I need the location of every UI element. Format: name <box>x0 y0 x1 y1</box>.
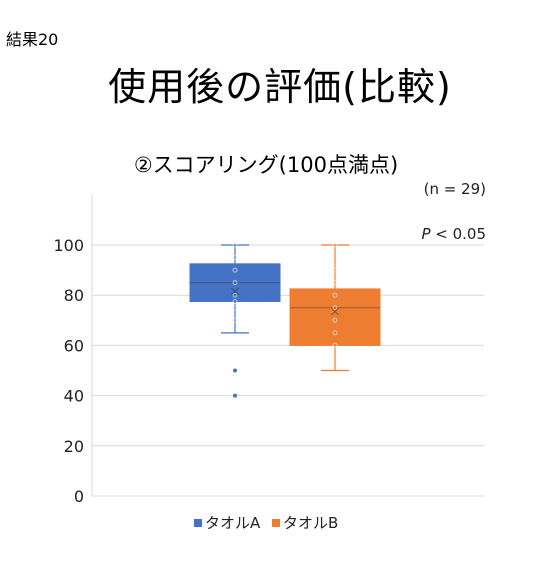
mean-marker-stroke <box>331 307 339 316</box>
y-axis: 0 20 40 60 80 100 <box>53 236 84 506</box>
legend: タオルA タオルB <box>194 514 338 532</box>
y-tick-label: 100 <box>53 236 84 255</box>
data-point <box>332 342 338 348</box>
data-point <box>232 317 238 323</box>
legend-label: タオルA <box>205 514 261 532</box>
data-point <box>332 292 338 298</box>
data-point <box>232 292 238 298</box>
y-tick-label: 20 <box>64 437 84 456</box>
p-value-rest: < 0.05 <box>430 225 486 243</box>
sample-size-annotation: (n = 29) <box>424 180 486 198</box>
chart-title: ②スコアリング(100点満点) <box>134 153 398 177</box>
box-series-2 <box>289 242 381 372</box>
mean-marker <box>331 307 339 316</box>
data-point <box>232 255 238 261</box>
y-tick-label: 40 <box>64 387 84 406</box>
p-value-symbol: P <box>421 225 431 243</box>
data-point <box>332 317 338 323</box>
legend-swatch <box>272 519 280 527</box>
data-point <box>232 280 238 286</box>
data-point <box>232 305 238 311</box>
data-point <box>332 305 338 311</box>
data-point <box>232 267 238 273</box>
y-tick-label: 60 <box>64 336 84 355</box>
p-value-annotation: P < 0.05 <box>421 225 486 243</box>
mean-marker <box>231 287 239 296</box>
box-iqr <box>189 263 281 302</box>
y-tick-label: 0 <box>74 487 84 506</box>
data-point <box>232 242 238 248</box>
box-series-1 <box>189 242 281 398</box>
y-tick-label: 80 <box>64 286 84 305</box>
slide-number-label: 結果20 <box>6 30 59 49</box>
data-point <box>332 242 338 248</box>
outlier-point <box>233 393 237 398</box>
mean-marker-stroke <box>231 287 239 296</box>
data-point <box>332 330 338 336</box>
data-point <box>332 267 338 273</box>
data-point <box>332 280 338 286</box>
legend-label: タオルB <box>283 514 338 532</box>
plot-area <box>189 242 381 398</box>
data-point <box>232 298 238 304</box>
gridlines <box>91 194 484 497</box>
slide-title: 使用後の評価(比較) <box>108 65 452 109</box>
legend-swatch <box>194 519 202 527</box>
box-iqr <box>289 288 381 346</box>
outlier-point <box>233 368 237 373</box>
